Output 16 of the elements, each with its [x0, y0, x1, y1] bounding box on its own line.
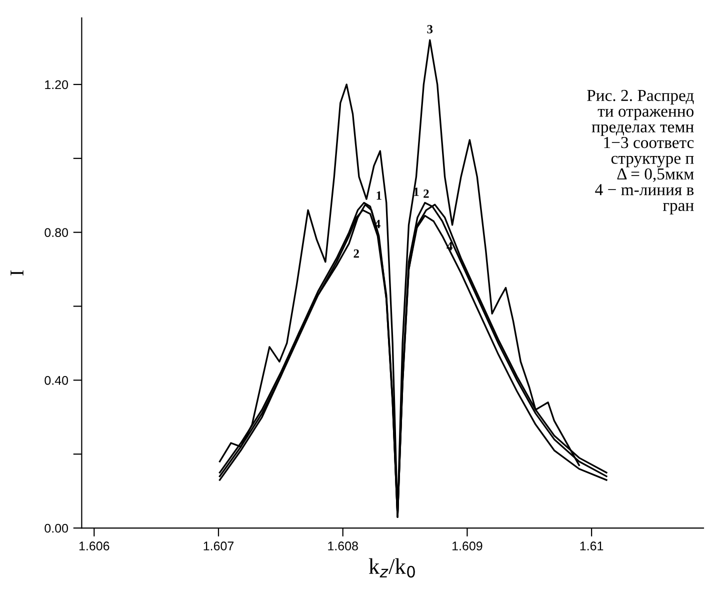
- x-tick-label: 1.608: [328, 542, 358, 550]
- y-tick-label: 0.80: [44, 228, 68, 237]
- y-tick-label: 1.20: [45, 80, 68, 90]
- x-tick-label: 1.61: [580, 542, 604, 550]
- x-axis-title: k$_{z}$/k$_{0}$: [368, 558, 415, 578]
- annotation: 3: [427, 25, 433, 34]
- x-tick-label: 1.606: [79, 542, 110, 550]
- annotation: 2: [424, 190, 429, 198]
- x-tick-label: 1.607: [204, 542, 234, 550]
- y-axis-title: I: [10, 270, 24, 276]
- annotation: Рис. 2. Распред ти отраженно пределах темн 1−3 соответс структуре п Δ = 0,5мкм 4 − m-линия в гран: [587, 90, 694, 214]
- y-tick-label: 0.00: [44, 524, 68, 533]
- annotation: 2: [354, 249, 359, 258]
- y-tick-label: 0.40: [44, 376, 68, 385]
- x-tick-label: 1.609: [452, 542, 482, 550]
- annotation: 1: [376, 191, 382, 200]
